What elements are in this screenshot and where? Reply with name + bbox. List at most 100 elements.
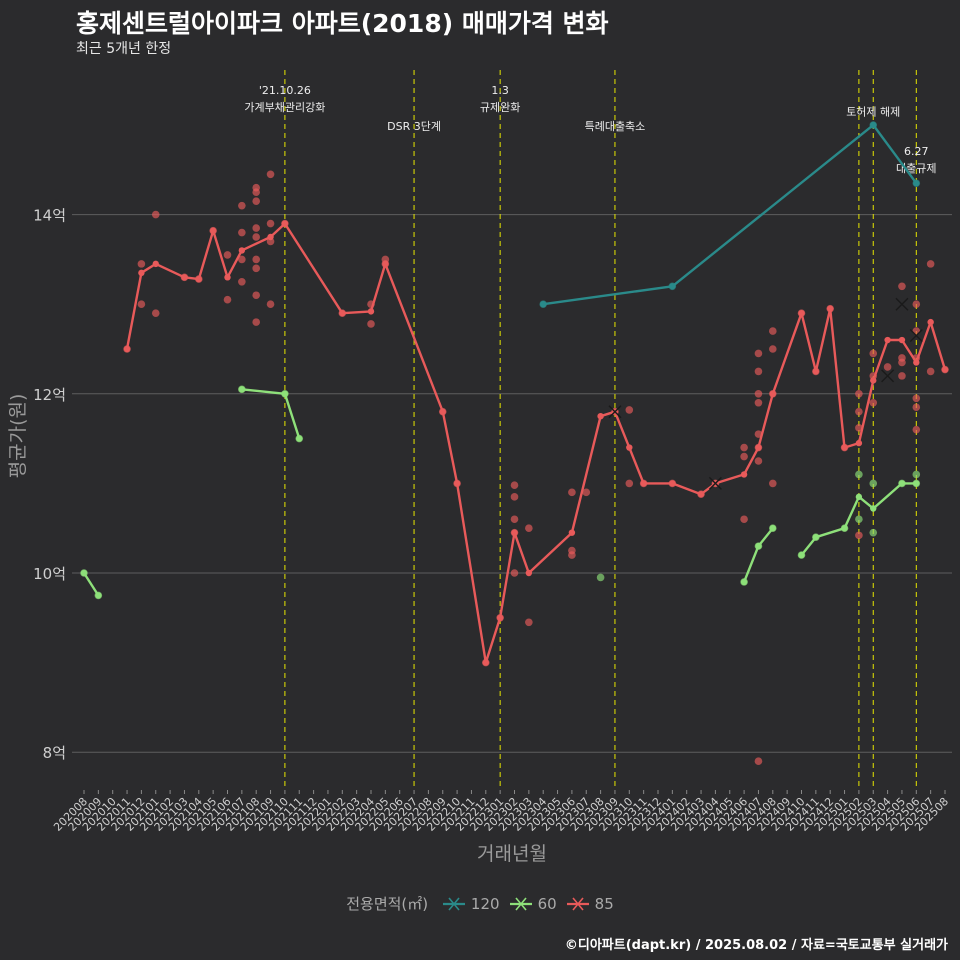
deal-point-85 [754, 443, 763, 452]
deal-point-85 [137, 300, 146, 309]
deal-point-85 [482, 658, 490, 667]
source-caption: ©디아파트(dapt.kr) / 2025.08.02 / 자료=국토교통부 실… [564, 938, 948, 953]
series-point-85 [898, 336, 906, 344]
deal-point-60 [912, 470, 921, 479]
deal-point-85 [195, 275, 203, 283]
deal-point-120 [668, 282, 677, 291]
deal-point-85 [252, 255, 260, 264]
deal-point-85 [625, 406, 634, 414]
deal-point-85 [151, 309, 160, 317]
deal-point-85 [898, 282, 906, 291]
deal-point-60 [840, 524, 849, 532]
legend-label-120: 120 [470, 894, 500, 913]
deal-point-60 [238, 385, 246, 394]
deal-point-85 [252, 233, 260, 241]
deal-point-85 [941, 365, 949, 374]
deal-point-85 [912, 300, 921, 309]
deal-point-85 [754, 398, 763, 407]
series-point-85 [138, 269, 145, 277]
deal-point-85 [812, 367, 820, 376]
deal-point-85 [525, 524, 533, 532]
deal-point-85 [912, 394, 921, 403]
deal-point-85 [252, 197, 260, 205]
series-line-120 [543, 123, 918, 306]
series-line-60 [241, 388, 301, 439]
deal-point-120 [539, 300, 547, 309]
deal-point-85 [668, 479, 677, 488]
deal-point-85 [926, 260, 935, 268]
chart-subtitle: 최근 5개년 한정 [76, 41, 172, 57]
series-line-60 [742, 527, 774, 583]
deal-point-85 [223, 251, 232, 259]
series-point-85 [626, 444, 633, 451]
deal-point-85 [180, 273, 189, 282]
deal-point-60 [898, 479, 906, 488]
deal-point-60 [855, 515, 863, 524]
legend-label-60: 60 [537, 894, 557, 913]
deal-point-85 [855, 424, 863, 432]
deal-point-85 [740, 443, 748, 452]
deal-point-85 [912, 403, 921, 412]
deal-point-85 [266, 300, 275, 309]
deal-point-85 [151, 210, 160, 219]
legend-cross [514, 896, 527, 911]
deal-point-85 [769, 479, 777, 488]
y-axis-label: 평균가(원) [7, 394, 29, 479]
deal-point-85 [238, 228, 246, 237]
legend: 전용면적(㎡) 120 60 85 [0, 893, 960, 914]
series-point-85 [568, 529, 576, 536]
deal-point-85 [754, 430, 763, 438]
legend-key-85 [566, 896, 589, 911]
y-tick-label: 14억 [33, 207, 66, 225]
series-point-85 [927, 318, 934, 326]
deal-point-60 [855, 470, 863, 479]
legend-title: 전용면적(㎡) [346, 895, 429, 913]
cancelled-deal-marker [895, 297, 909, 311]
legend-cross [572, 896, 584, 911]
deal-point-85 [625, 479, 634, 488]
deal-point-85 [869, 349, 878, 358]
deal-point-85 [769, 390, 777, 398]
deal-point-85 [238, 255, 246, 264]
deal-point-85 [137, 260, 146, 268]
deal-point-85 [252, 188, 260, 196]
deal-point-85 [510, 528, 519, 537]
deal-point-85 [510, 481, 519, 489]
deal-point-60 [797, 551, 806, 559]
deal-point-120 [869, 121, 878, 129]
legend-key-60 [509, 896, 532, 911]
deal-point-85 [912, 425, 921, 434]
deal-point-85 [510, 569, 519, 577]
y-tick-label: 12억 [33, 386, 66, 404]
x-axis-ticks: 2020082020092020102020112020122021012021… [51, 790, 951, 834]
deal-point-85 [898, 358, 906, 367]
deal-point-60 [812, 533, 820, 541]
series-point-60 [870, 505, 877, 512]
deal-point-85 [754, 457, 763, 465]
cancelled-deal-marker [608, 405, 622, 419]
legend-label-85: 85 [594, 894, 614, 913]
series-point-60 [855, 493, 863, 501]
deal-point-85 [740, 452, 748, 461]
deal-point-85 [582, 488, 591, 497]
deal-point-60 [281, 390, 289, 398]
deal-point-85 [912, 354, 921, 362]
series-point-85 [740, 471, 748, 478]
chart-title: 홍제센트럴아이파크 아파트(2018) 매매가격 변화 [76, 9, 609, 38]
deal-point-85 [568, 488, 576, 497]
deal-point-85 [496, 614, 504, 622]
deal-point-85 [568, 551, 576, 559]
series-line-85 [125, 222, 947, 664]
deal-point-60 [869, 528, 878, 537]
event-label: '21.10.26 [259, 84, 311, 97]
event-label: 토허제 해제 [846, 105, 900, 119]
deal-point-85 [510, 515, 519, 524]
event-label: 가계부채관리강화 [244, 101, 325, 114]
deal-points [80, 121, 949, 765]
y-axis-ticks: 8억 10억 12억 14억 [33, 207, 66, 763]
deal-point-85 [769, 345, 777, 353]
deal-point-85 [754, 757, 763, 765]
cancelled-deal-marker [881, 369, 895, 383]
deal-point-85 [252, 264, 260, 273]
x-axis-label: 거래년월 [477, 843, 547, 865]
